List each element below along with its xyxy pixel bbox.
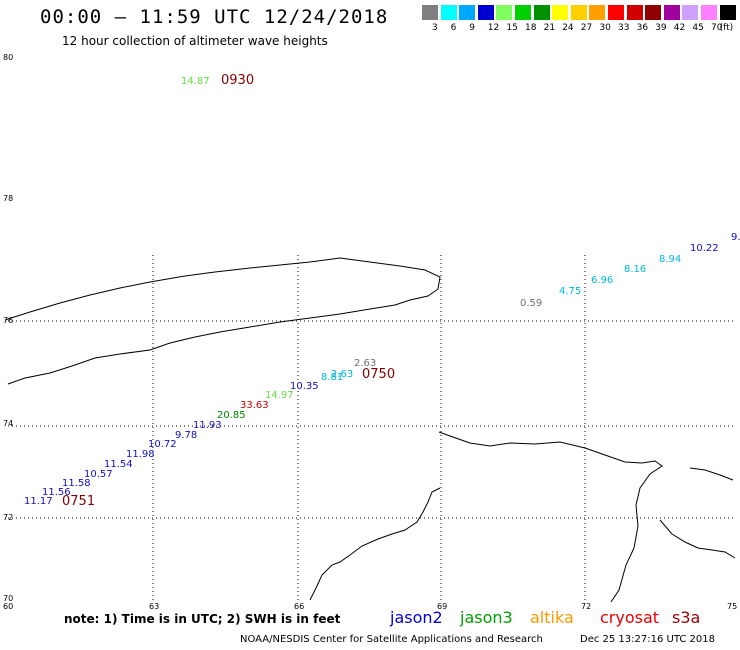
wave-height-value: 9.78 xyxy=(175,430,197,441)
color-scale-label: 39 xyxy=(655,23,667,33)
color-scale-swatch xyxy=(477,5,494,20)
lat-label-80: 80 xyxy=(3,53,13,62)
color-scale-label: 30 xyxy=(599,23,611,33)
color-scale-label: 6 xyxy=(450,23,457,33)
color-scale-swatch xyxy=(533,5,550,20)
units-note: note: 1) Time is in UTC; 2) SWH is in fe… xyxy=(64,612,341,626)
color-scale-swatch xyxy=(459,5,476,20)
wave-height-value: 10.35 xyxy=(290,381,319,392)
color-scale-label: 27 xyxy=(580,23,593,33)
color-scale-swatch xyxy=(515,5,531,20)
lon-label-63: 63 xyxy=(149,602,159,611)
wave-height-value: 8.94 xyxy=(659,254,681,265)
pass-time-labels: 0930 0750 0751 xyxy=(62,73,395,509)
color-scale-swatch xyxy=(552,5,569,20)
wave-height-value: 11.98 xyxy=(126,449,155,460)
color-scale-swatch xyxy=(570,5,587,20)
color-scale-label: 70 xyxy=(711,23,723,33)
wave-height-value: 2.63 xyxy=(331,369,353,380)
wave-height-value: 10.22 xyxy=(690,243,719,254)
pass-time-label: 0751 xyxy=(62,494,95,509)
color-scale-swatch xyxy=(626,5,643,20)
wave-height-value: 8.16 xyxy=(624,264,646,275)
lon-label-69: 69 xyxy=(437,602,447,611)
color-scale-label: 12 xyxy=(487,23,500,33)
wave-height-value: 8.81 xyxy=(321,372,343,383)
wave-height-value: 0.59 xyxy=(520,298,542,309)
map-subtitle: 12 hour collection of altimeter wave hei… xyxy=(62,34,328,48)
color-scale-swatch xyxy=(682,5,699,20)
wave-height-value: 10.72 xyxy=(148,439,177,450)
lon-label-75: 75 xyxy=(727,602,737,611)
wave-height-value: 33.63 xyxy=(240,400,269,411)
color-scale-label: 9 xyxy=(469,23,475,33)
color-scale-label: 3 xyxy=(432,23,438,33)
wave-height-observations: 14.87 9. 10.22 8.94 8.16 6.96 4.75 0.59 2.632.63… xyxy=(24,76,740,507)
color-scale-swatch xyxy=(422,5,438,20)
lon-label-60: 60 xyxy=(3,602,13,611)
color-scale-swatch xyxy=(589,5,606,20)
wave-height-value: 6.96 xyxy=(591,275,613,286)
generation-timestamp: Dec 25 13:27:16 UTC 2018 xyxy=(580,634,715,645)
color-scale-label: 36 xyxy=(636,23,649,33)
wave-height-value: 11.93 xyxy=(193,420,222,431)
wave-height-value: 14.97 xyxy=(265,390,294,401)
wave-height-value: 4.75 xyxy=(559,286,581,297)
wave-height-value: 11.56 xyxy=(42,487,71,498)
legend-jason2: jason2 xyxy=(390,608,443,627)
color-scale-label: 18 xyxy=(525,23,537,33)
wave-height-value: 11.54 xyxy=(104,459,133,470)
longitude-labels: 60 63 66 69 72 75 xyxy=(3,602,737,611)
lon-label-66: 66 xyxy=(294,602,304,611)
color-scale-label: 45 xyxy=(692,23,704,33)
wave-height-value: 11.17 xyxy=(24,496,53,507)
wave-height-value: 2.63 xyxy=(354,358,376,369)
legend-altika: altika xyxy=(530,608,574,627)
legend-jason3: jason3 xyxy=(460,608,513,627)
color-scale-label: 33 xyxy=(618,23,630,33)
wave-height-value: 20.85 xyxy=(217,410,246,421)
wave-height-value: 11.58 xyxy=(62,478,91,489)
color-scale-swatch xyxy=(663,5,680,20)
color-scale-swatch xyxy=(496,5,513,20)
lat-label-78: 78 xyxy=(3,194,13,203)
color-scale-swatch xyxy=(608,5,624,20)
map-title: 00:00 – 11:59 UTC 12/24/2018 xyxy=(40,6,389,28)
color-scale-label: 24 xyxy=(562,23,574,33)
color-scale-label: 21 xyxy=(543,23,556,33)
pass-time-label: 0930 xyxy=(221,73,254,88)
color-scale-swatch xyxy=(645,5,662,20)
wave-height-value: 10.57 xyxy=(84,469,113,480)
color-scale-label: (ft) xyxy=(719,23,734,33)
lat-label-74: 74 xyxy=(3,419,13,428)
lon-label-72: 72 xyxy=(581,602,591,611)
color-scale-swatch xyxy=(701,5,717,20)
lat-label-76: 76 xyxy=(3,316,13,325)
lat-label-70: 70 xyxy=(3,594,13,603)
credit-line: NOAA/NESDIS Center for Satellite Applica… xyxy=(240,634,543,645)
graticule xyxy=(8,255,735,600)
wave-height-value: 14.87 xyxy=(181,76,210,87)
color-scale-swatch xyxy=(440,5,457,20)
color-scale-label: 15 xyxy=(506,23,518,33)
legend-cryosat: cryosat xyxy=(600,608,660,627)
wave-height-value: 9. xyxy=(731,232,740,243)
coastline xyxy=(4,257,736,603)
legend-s3a: s3a xyxy=(672,608,701,627)
lat-label-72: 72 xyxy=(3,513,13,522)
pass-time-label: 0750 xyxy=(362,367,395,382)
latitude-labels: 80 78 76 74 72 70 xyxy=(3,53,13,603)
color-scale-label: 42 xyxy=(673,23,686,33)
color-scale-swatch xyxy=(719,5,736,20)
